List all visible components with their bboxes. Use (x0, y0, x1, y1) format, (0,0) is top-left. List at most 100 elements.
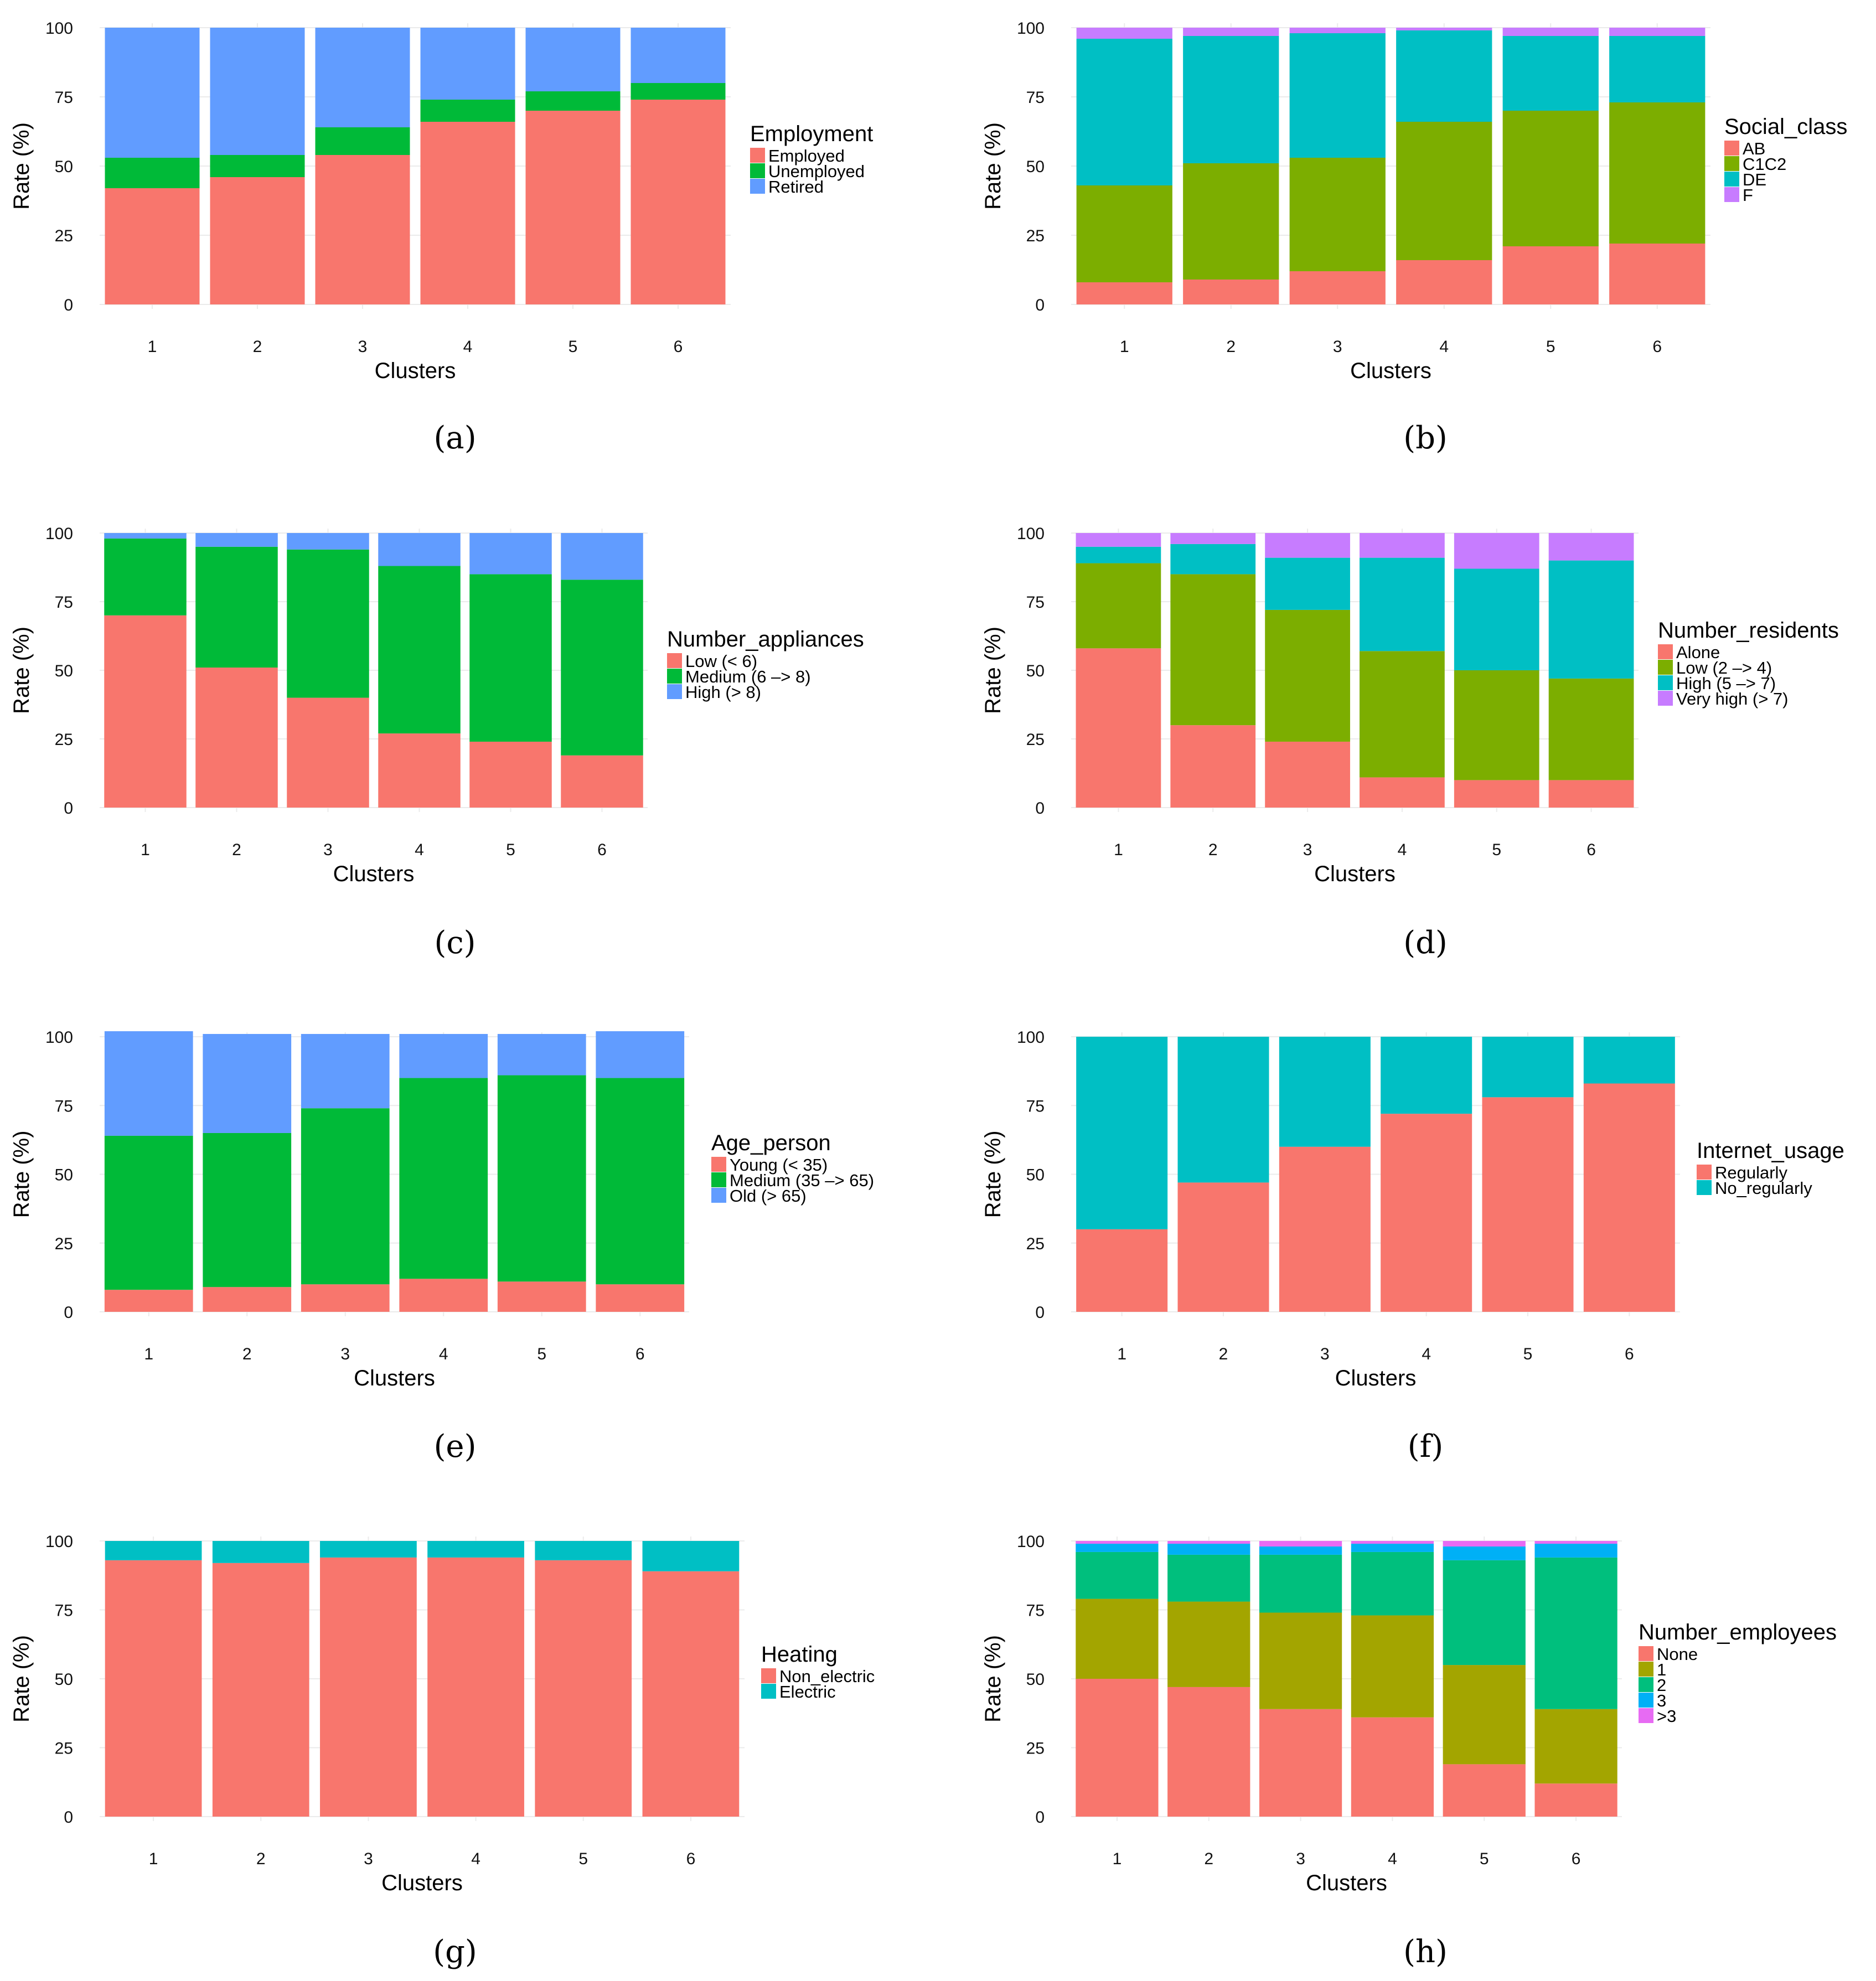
legend-label: 2 (1657, 1675, 1666, 1695)
panel-caption: (h) (1403, 1934, 1448, 1970)
bar-segment (427, 1541, 524, 1558)
y-tick-label: 25 (55, 1235, 73, 1253)
legend-label: Regularly (1715, 1163, 1787, 1182)
bar-segment (212, 1563, 309, 1817)
bar-segment (1279, 1037, 1371, 1147)
bar-segment (1534, 1709, 1617, 1784)
y-axis-title: Rate (%) (981, 1131, 1005, 1218)
bar-segment (378, 566, 461, 734)
bar-segment (497, 1034, 586, 1075)
bar-segment (1279, 1146, 1371, 1312)
bar-segment (1076, 1679, 1159, 1817)
bar-segment (1076, 1543, 1159, 1552)
bar-segment (1177, 1182, 1269, 1312)
bar-segment (1548, 533, 1634, 561)
bar-segment (535, 1560, 632, 1817)
bar-segment (1583, 1037, 1675, 1084)
bar-segment (1548, 780, 1634, 808)
legend-label: Young (< 35) (730, 1155, 828, 1175)
x-tick-label: 5 (1523, 1345, 1533, 1363)
bar-segment (497, 1281, 586, 1312)
legend-label: Retired (768, 177, 824, 196)
bar-segment (596, 1284, 685, 1312)
bar-segment (1609, 102, 1706, 244)
bar-segment (1076, 1541, 1159, 1544)
x-tick-label: 5 (1546, 338, 1555, 356)
y-tick-label: 100 (45, 1533, 73, 1551)
panel-caption: (e) (434, 1429, 477, 1465)
bar-segment (1259, 1554, 1342, 1613)
bar-segment (1265, 557, 1350, 610)
x-tick-label: 2 (256, 1850, 266, 1868)
bar-segment (420, 100, 515, 122)
x-tick-label: 6 (1586, 841, 1596, 859)
legend-label: AB (1743, 139, 1765, 158)
legend-key (761, 1684, 776, 1699)
x-tick-label: 1 (148, 338, 157, 356)
x-tick-label: 1 (149, 1850, 158, 1868)
bar-segment (104, 533, 187, 539)
bar-segment (1076, 563, 1161, 649)
bar-segment (1443, 1541, 1526, 1546)
y-tick-label: 75 (55, 1097, 73, 1115)
y-tick-label: 0 (1035, 1808, 1045, 1827)
bar-segment (1381, 1037, 1472, 1114)
legend-title: Heating (761, 1642, 838, 1667)
legend-label: F (1743, 185, 1753, 205)
legend-key (750, 148, 765, 163)
bar-segment (212, 1541, 309, 1563)
y-tick-label: 75 (1026, 1602, 1045, 1620)
x-tick-label: 5 (1492, 841, 1501, 859)
y-tick-label: 50 (1026, 1670, 1045, 1689)
bar-segment (1076, 1037, 1168, 1229)
x-tick-label: 3 (1303, 841, 1312, 859)
y-tick-label: 25 (1026, 227, 1045, 245)
x-tick-label: 6 (674, 338, 683, 356)
bar-segment (301, 1284, 390, 1312)
bar-segment (105, 158, 200, 188)
bar-segment (1534, 1557, 1617, 1709)
bar-segment (469, 574, 552, 742)
bar-segment (287, 697, 369, 808)
bar-segment (105, 28, 200, 158)
bar-segment (1454, 568, 1539, 670)
bar-segment (1265, 533, 1350, 558)
x-tick-label: 2 (253, 338, 262, 356)
y-axis-title: Rate (%) (981, 122, 1005, 210)
y-tick-label: 25 (1026, 1235, 1045, 1253)
x-tick-label: 5 (578, 1850, 588, 1868)
bar-segment (195, 668, 278, 808)
x-tick-label: 1 (141, 841, 150, 859)
bar-segment (1076, 1551, 1159, 1599)
legend-key (1658, 691, 1673, 706)
chart-d: 0 25 50 75 100 1 2 3 4 5 6 Clusters Rate (%) Number_r… (981, 525, 1839, 961)
legend-label: Non_electric (779, 1667, 875, 1686)
bar-segment (105, 1541, 202, 1560)
bar-segment (427, 1557, 524, 1817)
y-tick-label: 75 (1026, 593, 1045, 612)
panel-caption: (g) (433, 1934, 477, 1970)
bar-segment (1482, 1037, 1574, 1098)
legend-label: High (> 8) (685, 682, 761, 702)
x-tick-label: 5 (506, 841, 515, 859)
bar-segment (1259, 1546, 1342, 1555)
bar-segment (104, 1135, 193, 1290)
bar-segment (1167, 1543, 1250, 1555)
x-tick-label: 3 (1333, 338, 1342, 356)
panel-caption: (f) (1408, 1429, 1443, 1465)
bar-segment (561, 580, 643, 756)
bar-segment (195, 533, 278, 547)
bar-segment (1170, 725, 1256, 808)
bar-segment (1289, 158, 1386, 271)
bar-segment (630, 28, 726, 83)
y-tick-label: 75 (55, 593, 73, 612)
bar-segment (596, 1078, 685, 1285)
legend-key (1724, 141, 1739, 156)
bar-segment (1482, 1097, 1574, 1312)
legend-label: >3 (1657, 1706, 1676, 1726)
bar-segment (630, 100, 726, 304)
y-tick-label: 100 (1017, 525, 1045, 543)
x-tick-label: 6 (635, 1345, 645, 1363)
x-tick-label: 2 (1204, 1850, 1213, 1868)
bar-segment (1076, 185, 1172, 282)
